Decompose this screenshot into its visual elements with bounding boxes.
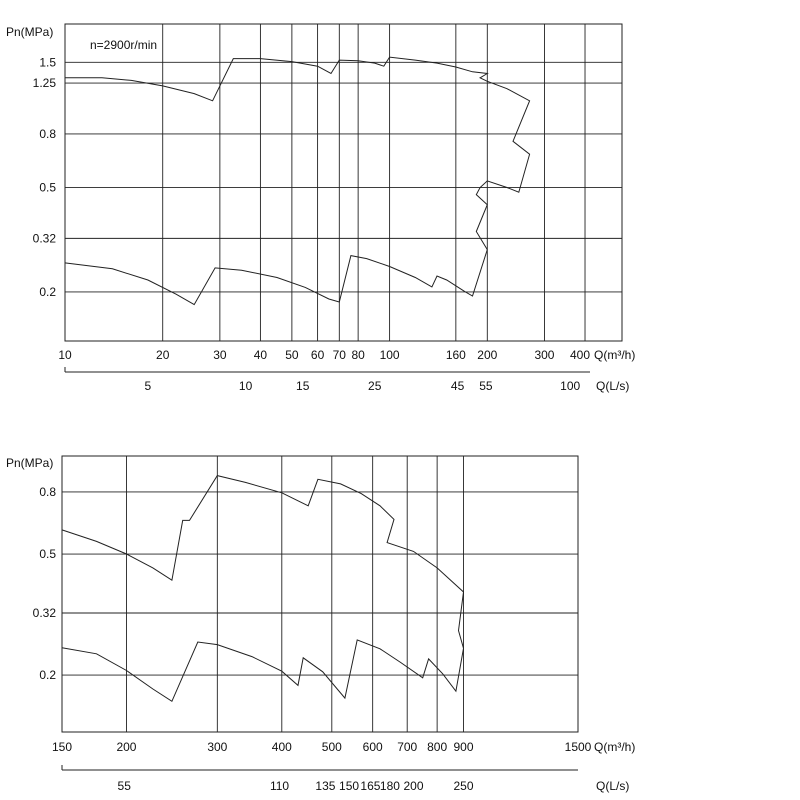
x-tick-label: 80 — [351, 348, 365, 362]
secondary-axis-label: Q(L/s) — [596, 779, 629, 793]
series-line-upper — [61, 475, 465, 649]
plot-frame — [64, 23, 623, 342]
secondary-tick-label: 200 — [404, 779, 424, 793]
x-tick-label: 300 — [534, 348, 554, 362]
secondary-tick-label: 180 — [380, 779, 400, 793]
chart-top: 1.5 1.25 0.8 0.5 0.32 0.2 10 20 30 40 50 60 70 80 100 1… — [6, 23, 635, 393]
x-tick-label: 900 — [454, 740, 474, 754]
x-tick-label: 1500 — [565, 740, 592, 754]
secondary-tick-label: 45 — [451, 379, 465, 393]
x-tick-label: 500 — [322, 740, 342, 754]
secondary-tick-label: 150 — [339, 779, 359, 793]
y-tick-label: 0.2 — [39, 668, 56, 682]
y-tick-label: 0.8 — [39, 127, 56, 141]
x-tick-label: 200 — [116, 740, 136, 754]
y-tick-label: 0.32 — [33, 231, 57, 245]
x-tick-label: 60 — [311, 348, 325, 362]
plot-frame — [61, 455, 579, 733]
series-line-lower — [64, 249, 488, 306]
x-tick-label: 30 — [213, 348, 227, 362]
x-tick-label: 400 — [272, 740, 292, 754]
x-tick-label: 300 — [207, 740, 227, 754]
x-axis-label: Q(m³/h) — [594, 740, 635, 754]
secondary-tick-label: 25 — [368, 379, 382, 393]
chart-bottom: 0.8 0.5 0.32 0.2 150 200 300 400 500 600 700 800 900… — [6, 455, 635, 793]
secondary-tick-label: 10 — [239, 379, 253, 393]
x-tick-label: 40 — [254, 348, 268, 362]
x-tick-label: 160 — [446, 348, 466, 362]
x-tick-label: 70 — [333, 348, 347, 362]
x-tick-label: 600 — [363, 740, 383, 754]
x-tick-label: 20 — [156, 348, 170, 362]
x-tick-label: 700 — [397, 740, 417, 754]
secondary-tick-label: 165 — [360, 779, 380, 793]
x-tick-label: 150 — [52, 740, 72, 754]
secondary-tick-label: 110 — [270, 779, 289, 793]
secondary-axis-label: Q(L/s) — [596, 379, 629, 393]
secondary-tick-label: 100 — [560, 379, 580, 393]
y-axis-label: Pn(MPa) — [6, 25, 53, 39]
y-tick-label: 0.5 — [39, 181, 56, 195]
y-tick-label: 0.32 — [33, 606, 57, 620]
secondary-tick-label: 55 — [479, 379, 493, 393]
secondary-tick-label: 135 — [315, 779, 335, 793]
x-tick-label: 200 — [477, 348, 497, 362]
y-tick-label: 1.25 — [33, 76, 57, 90]
x-tick-label: 50 — [285, 348, 299, 362]
series-line-upper — [65, 56, 531, 250]
y-tick-label: 0.8 — [39, 485, 56, 499]
secondary-tick-label: 5 — [145, 379, 152, 393]
secondary-tick-label: 15 — [296, 379, 310, 393]
speed-annotation: n=2900r/min — [90, 38, 157, 52]
secondary-tick-label: 55 — [118, 779, 132, 793]
y-tick-label: 0.2 — [39, 285, 56, 299]
x-tick-label: 400 — [570, 348, 590, 362]
x-tick-label: 100 — [380, 348, 400, 362]
series-line-lower — [61, 639, 464, 703]
x-tick-label: 800 — [427, 740, 447, 754]
x-axis-label: Q(m³/h) — [594, 348, 635, 362]
y-axis-label: Pn(MPa) — [6, 456, 53, 470]
secondary-tick-label: 250 — [454, 779, 474, 793]
y-tick-label: 1.5 — [39, 55, 56, 69]
x-tick-label: 10 — [58, 348, 72, 362]
y-tick-label: 0.5 — [39, 547, 56, 561]
